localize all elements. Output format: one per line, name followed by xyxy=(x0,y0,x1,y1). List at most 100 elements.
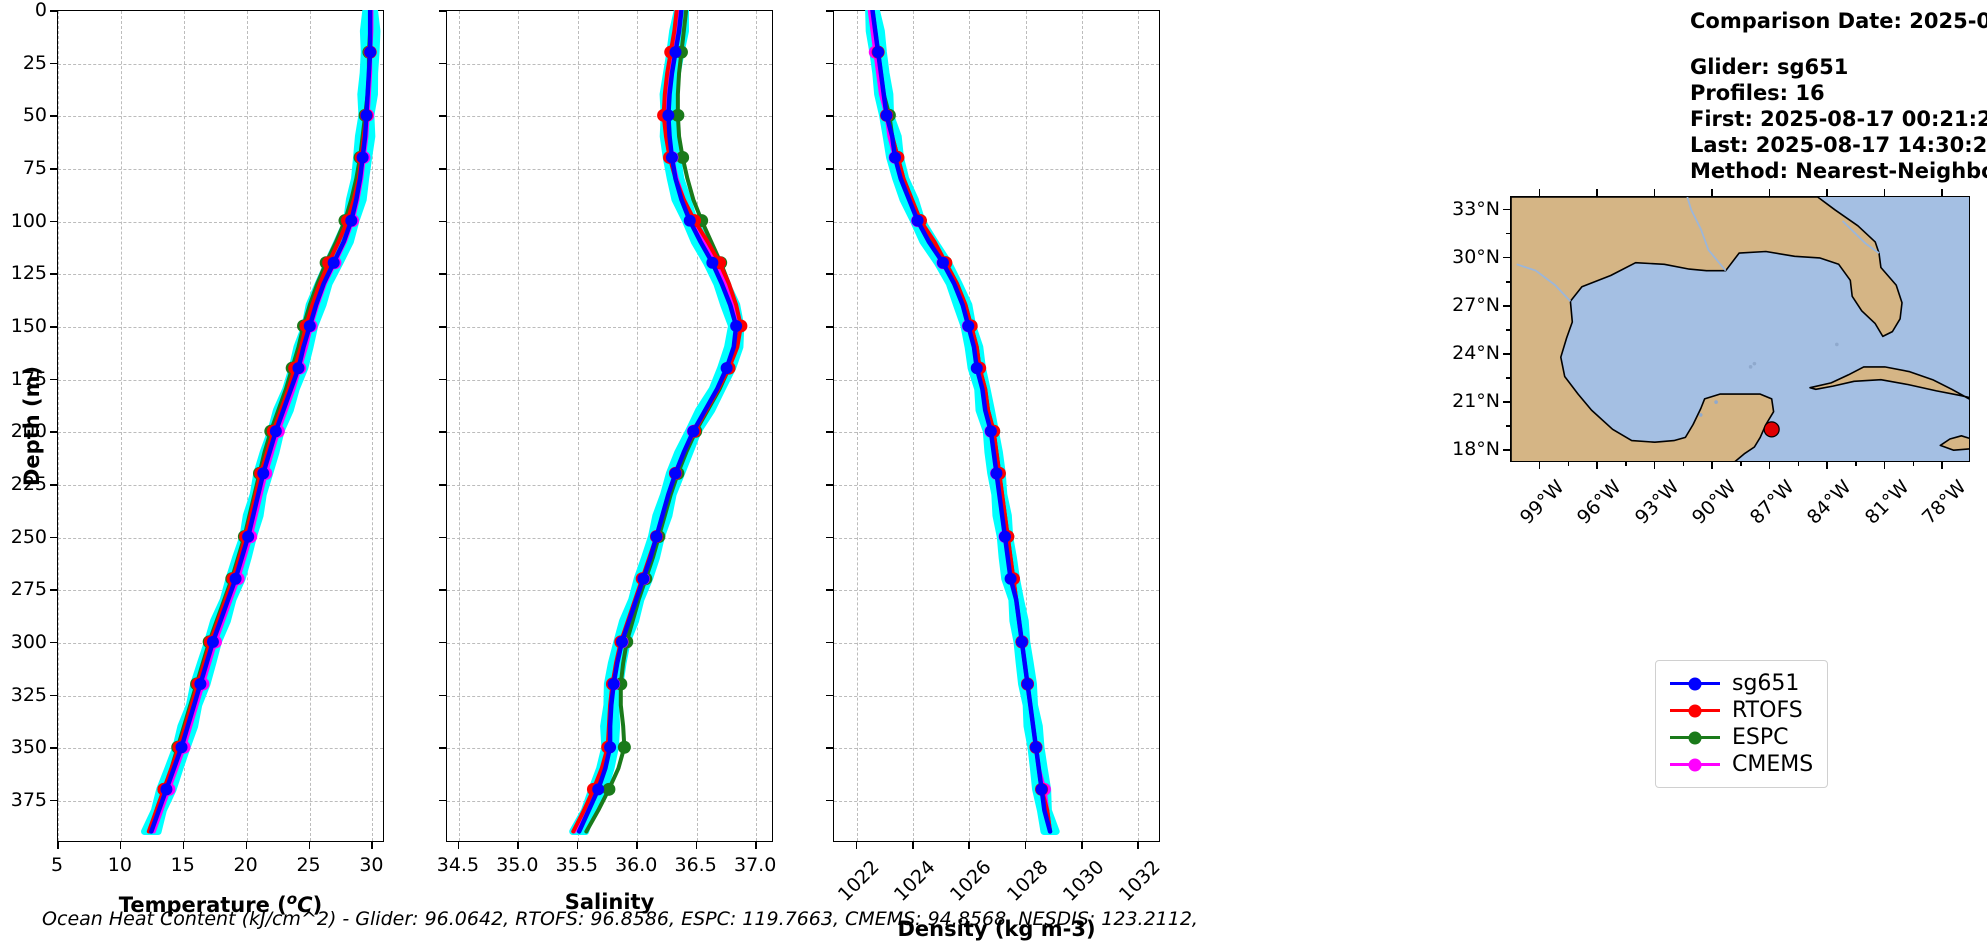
island-speck xyxy=(1698,413,1703,417)
x-tick-label: 5 xyxy=(50,854,64,876)
series-marker-sg651 xyxy=(669,467,682,480)
island-speck xyxy=(1748,365,1753,369)
last-profile-text: Last: 2025-08-17 14:30:26 xyxy=(1690,133,1987,157)
value-gridline xyxy=(372,11,374,841)
value-gridline xyxy=(912,11,914,841)
x-tick xyxy=(755,842,757,849)
series-marker-sg651 xyxy=(229,572,242,585)
series-marker-sg651 xyxy=(720,362,733,375)
map-lon-tick xyxy=(1883,462,1886,469)
depth-tick xyxy=(826,115,833,117)
salinity-axis-title: Salinity xyxy=(564,890,655,914)
north-america-landmass xyxy=(1511,197,1903,461)
depth-gridline xyxy=(447,590,772,592)
depth-gridline xyxy=(834,168,1159,170)
depth-tick xyxy=(826,641,833,644)
series-line-rtofs xyxy=(146,10,373,834)
depth-gridline xyxy=(834,379,1159,381)
series-marker-sg651 xyxy=(327,256,340,269)
depth-tick xyxy=(826,10,833,12)
map-frame[interactable] xyxy=(1510,196,1970,462)
legend-entry-espc[interactable]: ESPC xyxy=(1670,724,1813,751)
map-lon-label: 96°W xyxy=(1573,476,1626,529)
legend-label: RTOFS xyxy=(1732,698,1803,723)
depth-tick xyxy=(50,10,57,12)
value-gridline xyxy=(458,11,460,841)
x-tick xyxy=(911,842,914,849)
depth-tick xyxy=(50,115,57,117)
river-line xyxy=(1841,220,1880,254)
depth-gridline xyxy=(58,590,383,592)
series-marker-sg651 xyxy=(637,572,650,585)
depth-tick xyxy=(826,747,833,749)
depth-gridline xyxy=(834,695,1159,697)
depth-gridline xyxy=(834,590,1159,592)
river-line xyxy=(1686,197,1727,272)
series-marker-sg651 xyxy=(665,151,678,164)
map-lat-tick xyxy=(1503,256,1510,259)
x-tick-label: 36.5 xyxy=(674,854,717,876)
map-lon-label: 84°W xyxy=(1803,476,1856,529)
legend-entry-sg651[interactable]: sg651 xyxy=(1670,670,1813,697)
density-traces xyxy=(865,10,1060,835)
map-lon-minor-tick xyxy=(1740,462,1742,466)
x-tick xyxy=(576,842,579,849)
depth-tick xyxy=(826,167,833,170)
x-tick xyxy=(182,842,185,849)
map-lon-top-tick xyxy=(1653,189,1656,196)
map-lon-minor-tick xyxy=(1625,462,1627,466)
series-marker-espc xyxy=(671,108,685,122)
depth-tick xyxy=(50,747,57,749)
depth-tick xyxy=(826,536,833,539)
depth-tick xyxy=(826,220,833,223)
depth-tick xyxy=(439,167,446,170)
map-lon-tick xyxy=(1538,462,1541,469)
depth-gridline xyxy=(447,537,772,539)
temperature-panel xyxy=(57,10,384,842)
depth-tick xyxy=(50,694,57,697)
x-tick xyxy=(245,842,248,849)
value-gridline xyxy=(183,11,185,841)
depth-tick xyxy=(50,220,57,223)
map-lat-tick xyxy=(1503,208,1510,211)
island-speck xyxy=(1752,361,1757,366)
legend-line-swatch xyxy=(1670,704,1720,717)
map-lon-top-tick xyxy=(1768,189,1771,196)
series-line-rtofs xyxy=(571,10,743,834)
series-marker-sg651 xyxy=(604,741,617,754)
first-profile-text: First: 2025-08-17 00:21:23 xyxy=(1690,107,1987,131)
x-tick-label: 15 xyxy=(170,854,195,876)
river-line xyxy=(1516,263,1572,302)
legend-label: CMEMS xyxy=(1732,752,1814,777)
series-line-sg651 xyxy=(149,10,373,834)
x-tick xyxy=(371,842,374,849)
series-marker-sg651 xyxy=(962,319,975,332)
map-lat-label: 27°N xyxy=(1452,293,1500,316)
series-marker-sg651 xyxy=(242,530,255,543)
depth-tick xyxy=(50,799,57,802)
series-marker-sg651 xyxy=(1021,678,1034,691)
depth-tick xyxy=(439,694,446,697)
map-lon-minor-tick xyxy=(1682,462,1685,466)
depth-gridline xyxy=(834,326,1159,328)
x-tick-label: 36.0 xyxy=(615,854,658,876)
legend-entry-rtofs[interactable]: RTOFS xyxy=(1670,697,1813,724)
method-text: Method: Nearest-Neighbor xyxy=(1690,159,1987,183)
depth-tick xyxy=(439,62,446,65)
legend-line-swatch xyxy=(1670,677,1720,690)
legend-entry-cmems[interactable]: CMEMS xyxy=(1670,751,1813,778)
depth-tick-label: 200 xyxy=(10,420,47,443)
comparison-date-text: Comparison Date: 2025-08-17 xyxy=(1690,9,1987,33)
depth-tick xyxy=(439,325,446,328)
depth-tick xyxy=(826,325,833,328)
glider-location-marker[interactable] xyxy=(1763,421,1780,438)
depth-tick xyxy=(439,589,446,591)
depth-tick xyxy=(439,747,446,749)
depth-gridline xyxy=(834,748,1159,750)
depth-gridline xyxy=(447,326,772,328)
depth-tick xyxy=(50,62,57,65)
salinity-plot-overlay xyxy=(446,10,773,842)
series-marker-sg651 xyxy=(1004,572,1017,585)
series-marker-sg651 xyxy=(592,783,605,796)
cuba-landmass xyxy=(1809,366,1969,400)
